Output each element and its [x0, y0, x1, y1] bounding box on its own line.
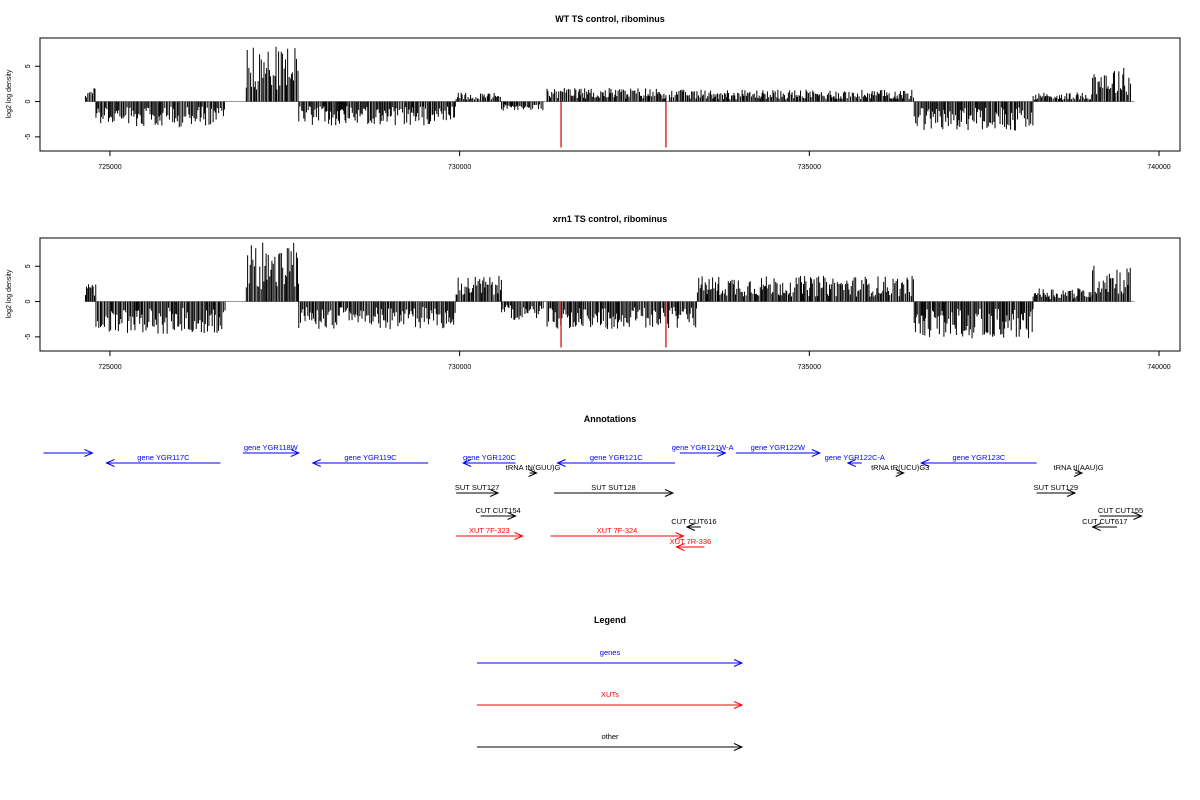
x-tick-label: 740000 [1147, 164, 1170, 171]
coverage-panel-xrn1: xrn1 TS control, ribominus log2 log dens… [6, 214, 1181, 371]
coverage-panel-wt: WT TS control, ribominus log2 log densit… [6, 14, 1181, 171]
annotation-arrow: XUT 7F-324 [550, 526, 685, 540]
annotation-label: gene YGR118W [244, 443, 299, 452]
x-tick-label: 730000 [448, 164, 471, 171]
annotation-arrow: gene YGR123C [919, 453, 1037, 467]
annotation-arrow: gene YGR121W-A [672, 443, 734, 457]
plot-frame [39, 237, 1181, 352]
annotation-label: gene YGR122W [751, 443, 806, 452]
annotation-label: gene YGR122C-A [825, 453, 885, 462]
annotation-arrow: SUT SUT129 [1034, 483, 1078, 497]
annotation-label: XUT 7F-323 [469, 526, 510, 535]
annotation-arrow: tRNA tR(UCU)G3 [871, 463, 929, 477]
panel-title: xrn1 TS control, ribominus [553, 214, 668, 224]
annotation-label: CUT CUT616 [671, 517, 716, 526]
annotation-arrow: gene YGR122C-A [825, 453, 885, 467]
annotation-arrow: gene YGR120C [461, 453, 516, 467]
annotation-label: gene YGR119C [344, 453, 397, 462]
annotation-arrow: tRNA tN(GUU)G [506, 463, 561, 477]
annotation-label: XUT 7F-324 [597, 526, 638, 535]
annotation-label: gene YGR120C [463, 453, 516, 462]
x-tick-label: 730000 [448, 364, 471, 371]
annotation-label: gene YGR121W-A [672, 443, 734, 452]
y-tick-label: -5 [25, 334, 32, 340]
annotation-arrow: CUT CUT154 [475, 506, 521, 520]
legend-item: other [477, 732, 744, 751]
annotation-label: gene YGR123C [953, 453, 1006, 462]
annotation-label: XUT 7R-336 [670, 537, 712, 546]
annotation-arrow: gene YGR118W [242, 443, 301, 457]
annotation-arrow: gene YGR121C [556, 453, 676, 467]
annotation-label: CUT CUT617 [1082, 517, 1127, 526]
annotation-arrow: CUT CUT616 [671, 517, 717, 531]
y-tick-label: 5 [25, 64, 32, 68]
x-tick-label: 735000 [798, 164, 821, 171]
annotation-label: gene YGR117C [137, 453, 190, 462]
legend-label: genes [600, 648, 621, 657]
annotation-label: SUT SUT129 [1034, 483, 1078, 492]
y-tick-label: 0 [25, 300, 32, 304]
annotation-arrow: SUT SUT128 [554, 483, 675, 497]
x-tick-label: 735000 [798, 364, 821, 371]
annotation-arrow: XUT 7F-323 [456, 526, 524, 540]
annotation-arrow: CUT CUT617 [1082, 517, 1127, 531]
panel-title: WT TS control, ribominus [555, 14, 665, 24]
annotation-label: SUT SUT127 [455, 483, 499, 492]
annotations-title: Annotations [584, 414, 637, 424]
legend: Legend genes XUTs other [477, 615, 744, 751]
x-tick-label: 725000 [98, 364, 121, 371]
legend-title: Legend [594, 615, 626, 625]
annotation-label: tRNA tR(UCU)G3 [871, 463, 929, 472]
legend-label: other [601, 732, 619, 741]
legend-label: XUTs [601, 690, 619, 699]
annotation-label: CUT CUT155 [1098, 506, 1143, 515]
y-axis-label: log2 log density [6, 69, 13, 118]
annotation-label: tRNA tI(AAU)G [1054, 463, 1104, 472]
x-tick-label: 740000 [1147, 364, 1170, 371]
annotations-track: Annotations gene YGR117C gene YGR118W gene… [43, 414, 1143, 551]
y-axis-label: log2 log density [6, 269, 13, 318]
annotation-arrow: CUT CUT155 [1098, 506, 1143, 520]
annotation-label: tRNA tN(GUU)G [506, 463, 561, 472]
annotation-label: SUT SUT128 [591, 483, 635, 492]
annotation-arrow: gene YGR117C [105, 453, 221, 467]
y-tick-label: 0 [25, 100, 32, 104]
legend-item: XUTs [477, 690, 744, 709]
annotation-arrow: tRNA tI(AAU)G [1054, 463, 1104, 477]
annotation-arrow: SUT SUT127 [455, 483, 499, 497]
annotation-label: CUT CUT154 [475, 506, 520, 515]
annotation-arrow: gene YGR122W [735, 443, 822, 457]
y-tick-label: -5 [25, 134, 32, 140]
x-tick-label: 725000 [98, 164, 121, 171]
annotation-arrow [43, 449, 94, 457]
legend-item: genes [477, 648, 744, 667]
annotation-arrow: gene YGR119C [311, 453, 429, 467]
annotation-label: gene YGR121C [590, 453, 643, 462]
annotation-arrow: XUT 7R-336 [670, 537, 712, 551]
y-tick-label: 5 [25, 264, 32, 268]
